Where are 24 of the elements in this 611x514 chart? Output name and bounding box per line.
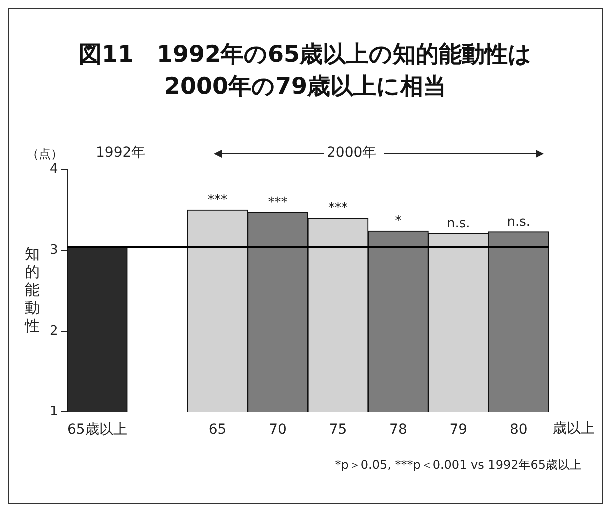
data-label: *** bbox=[208, 193, 228, 208]
x-tick-label: 78 bbox=[390, 422, 408, 438]
x-tick-label: 65歳以上 bbox=[67, 422, 128, 438]
y-tick-label: 1 bbox=[50, 404, 58, 420]
data-label: * bbox=[395, 214, 402, 230]
x-tick-label: 75 bbox=[329, 422, 348, 438]
y-axis-title: 知的能動性 bbox=[25, 245, 41, 335]
data-label: n.s. bbox=[447, 216, 470, 232]
x-tick-label: 65 bbox=[208, 422, 227, 438]
x-tick-label: 80 bbox=[510, 422, 528, 438]
text: 歳以上 bbox=[553, 420, 595, 437]
text: 2000年 bbox=[327, 144, 377, 162]
text: *p＞0.05, ***p＜0.001 vs 1992年65歳以上 bbox=[335, 457, 582, 474]
y-tick-label: 4 bbox=[50, 162, 58, 178]
y-tick-label: 2 bbox=[50, 324, 58, 339]
text: （点） bbox=[27, 146, 63, 163]
data-label: *** bbox=[268, 196, 288, 210]
x-tick-label: 70 bbox=[269, 422, 287, 438]
chart-title: 図11 1992年の65歳以上の知的能動性は 2000年の79歳以上に相当 bbox=[78, 41, 534, 102]
x-tick-label: 79 bbox=[450, 422, 468, 438]
data-label: *** bbox=[328, 201, 348, 216]
text: 1992年 bbox=[96, 144, 146, 162]
data-label: n.s. bbox=[507, 214, 531, 230]
y-tick-label: 3 bbox=[50, 242, 58, 258]
